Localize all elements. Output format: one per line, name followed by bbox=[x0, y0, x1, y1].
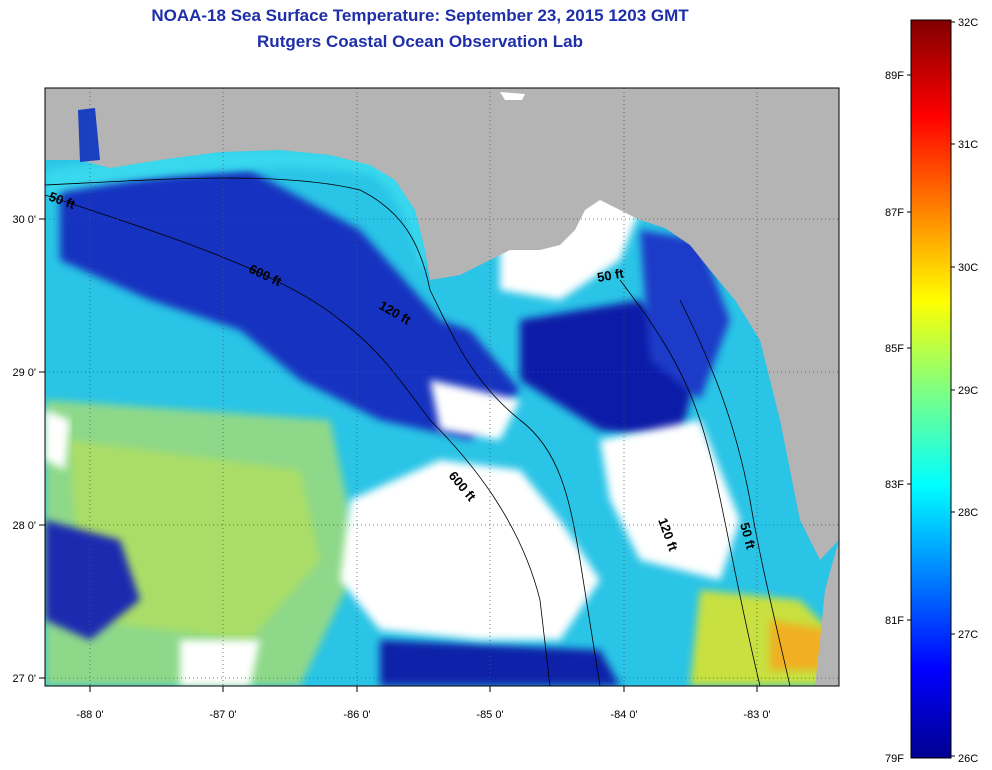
contour-label: 50 ft bbox=[737, 521, 759, 551]
map-subtitle: Rutgers Coastal Ocean Observation Lab bbox=[257, 32, 583, 51]
colorbar-label-celsius: 30C bbox=[958, 262, 978, 274]
axis-ticks bbox=[39, 218, 758, 692]
colorbar-label-celsius: 31C bbox=[958, 139, 978, 151]
colorbar-label-celsius: 26C bbox=[958, 753, 978, 765]
land-area bbox=[45, 88, 839, 560]
cloud-region bbox=[340, 460, 600, 640]
y-tick-label: 28 0' bbox=[12, 520, 36, 532]
y-tick-label: 27 0' bbox=[12, 673, 36, 685]
colorbar-label-celsius: 32C bbox=[958, 17, 978, 29]
colorbar-fahrenheit-ticks bbox=[907, 74, 911, 621]
colorbar-label-fahrenheit: 79F bbox=[885, 753, 904, 765]
colorbar-label-celsius: 28C bbox=[958, 507, 978, 519]
colorbar-label-fahrenheit: 81F bbox=[885, 615, 904, 627]
colorbar-label-fahrenheit: 89F bbox=[885, 70, 904, 82]
colorbar-label-fahrenheit: 85F bbox=[885, 343, 904, 355]
x-tick-label: -88 0' bbox=[76, 709, 103, 721]
map-title: NOAA-18 Sea Surface Temperature: Septemb… bbox=[151, 6, 689, 25]
contour-120ft bbox=[619, 279, 761, 686]
colorbar-label-fahrenheit: 83F bbox=[885, 479, 904, 491]
contour-600ft bbox=[45, 194, 551, 686]
colorbar-label-celsius: 27C bbox=[958, 629, 978, 641]
cold-water-region bbox=[60, 170, 520, 440]
y-tick-label: 30 0' bbox=[12, 214, 36, 226]
x-tick-label: -84 0' bbox=[610, 709, 637, 721]
colorbar-label-fahrenheit: 87F bbox=[885, 207, 904, 219]
x-tick-label: -83 0' bbox=[743, 709, 770, 721]
grid-lines bbox=[45, 88, 839, 686]
colorbar bbox=[910, 19, 952, 759]
x-tick-label: -85 0' bbox=[476, 709, 503, 721]
contour-50ft bbox=[45, 177, 601, 686]
x-tick-label: -86 0' bbox=[343, 709, 370, 721]
sst-map[interactable]: 50 ft 600 ft 120 ft 50 ft 600 ft 120 ft … bbox=[45, 88, 839, 686]
x-tick-label: -87 0' bbox=[209, 709, 236, 721]
colorbar-celsius-ticks bbox=[951, 21, 955, 757]
colorbar-label-celsius: 29C bbox=[958, 385, 978, 397]
map-frame bbox=[44, 87, 840, 687]
y-tick-label: 29 0' bbox=[12, 367, 36, 379]
contour-label: 50 ft bbox=[596, 265, 626, 285]
